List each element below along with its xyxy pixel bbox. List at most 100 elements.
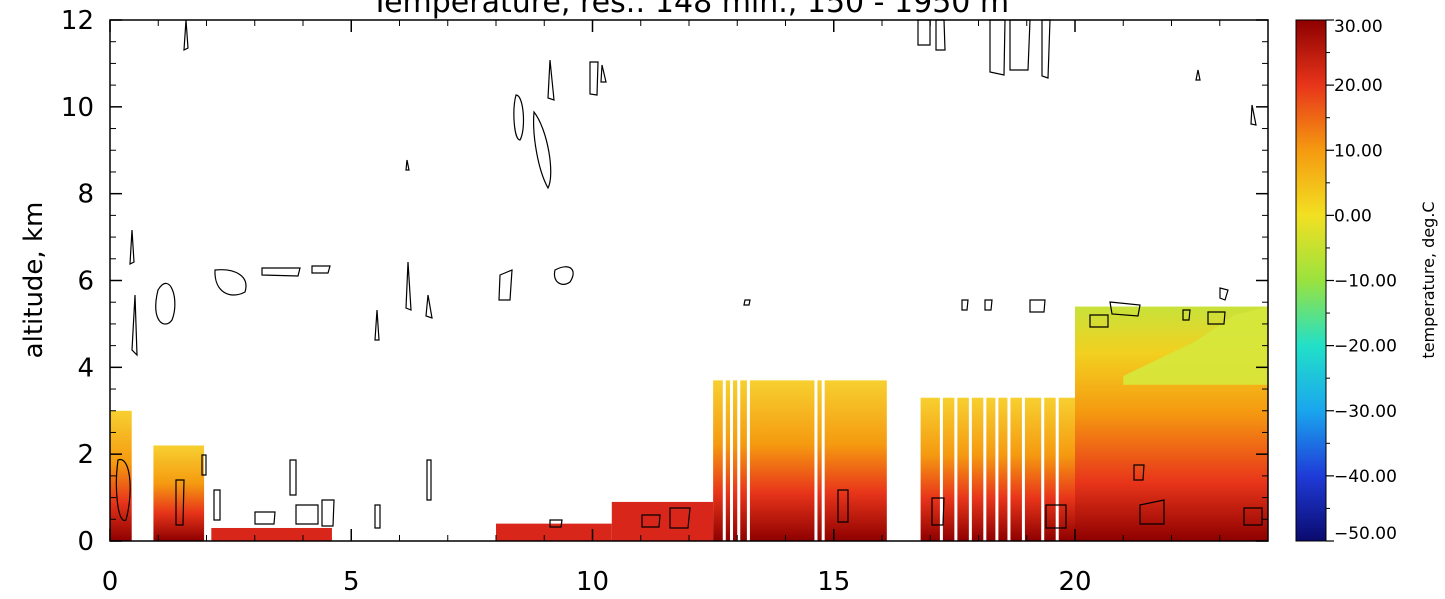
data-gap — [1021, 367, 1025, 541]
cloud-contour — [1009, 19, 1031, 71]
cloud-contours — [115, 19, 1263, 529]
cloud-contour — [155, 282, 176, 325]
cloud-contour — [498, 269, 513, 301]
heat-block — [713, 380, 887, 541]
y-tick-label: 10 — [61, 93, 94, 123]
cloud-contour — [931, 497, 945, 526]
y-tick-label: 0 — [77, 527, 94, 557]
cloud-contour — [1045, 504, 1067, 529]
cloud-contour — [989, 19, 1006, 76]
colorbar-title: temperature, deg.C — [1419, 201, 1438, 358]
cloud-contour — [213, 489, 221, 521]
data-gap — [896, 367, 900, 541]
y-axis-title: altitude, km — [19, 202, 49, 359]
cloud-contour — [600, 64, 607, 83]
cloud-contour — [425, 294, 433, 319]
cloud-contour — [1250, 104, 1257, 126]
data-gap — [722, 367, 726, 541]
colorbar-tick-label: 0.00 — [1334, 206, 1372, 226]
data-gap — [1055, 367, 1059, 541]
data-gap — [746, 367, 750, 541]
cool-layer — [1123, 306, 1268, 385]
colorbar-tick-label: −10.00 — [1334, 272, 1397, 292]
cloud-contour — [1041, 19, 1051, 79]
colorbar-tick-label: 20.00 — [1334, 76, 1383, 96]
cloud-contour — [214, 269, 247, 296]
data-gap — [939, 367, 943, 541]
data-gap — [730, 367, 734, 541]
x-tick-label: 5 — [343, 567, 360, 597]
heat-block — [611, 501, 714, 541]
cloud-contour — [321, 499, 335, 527]
temperature-heatmap — [110, 306, 1268, 541]
cloud-contour — [405, 261, 412, 311]
cloud-contour — [261, 267, 301, 277]
cloud-contour — [201, 454, 207, 476]
cloud-contour — [405, 159, 410, 171]
y-tick-label: 2 — [77, 440, 94, 470]
heat-block — [496, 523, 612, 541]
colorbar-tick-label: −20.00 — [1334, 337, 1397, 357]
y-tick-label: 6 — [77, 267, 94, 297]
cloud-contour — [1195, 69, 1201, 81]
cloud-contour — [1029, 299, 1046, 313]
cloud-contour — [254, 511, 276, 525]
heat-block — [211, 527, 332, 541]
x-tick-label: 0 — [102, 567, 119, 597]
cloud-contour — [1109, 301, 1141, 317]
cloud-contour — [129, 229, 135, 266]
cloud-contour — [131, 294, 138, 357]
cloud-contour — [175, 479, 185, 526]
cloud-contour — [669, 507, 691, 529]
data-gap — [995, 367, 999, 541]
data-gap — [954, 367, 958, 541]
cloud-contour — [533, 110, 552, 190]
data-gap — [821, 367, 825, 541]
colorbar-tick-label: 30.00 — [1334, 17, 1383, 37]
data-gap — [1041, 367, 1045, 541]
cloud-contour — [917, 19, 931, 46]
colorbar-ticks: 30.00 20.00 10.00 0.00 −10.00 −20.00 −30.00 −40… — [1326, 17, 1397, 544]
cloud-contour — [553, 266, 574, 285]
cloud-contour — [837, 489, 849, 523]
x-tick-label: 10 — [576, 567, 609, 597]
cloud-contour — [549, 519, 563, 528]
data-gap — [983, 367, 987, 541]
heat-block — [110, 410, 132, 541]
cloud-contour — [589, 61, 599, 96]
cloud-contour — [935, 19, 946, 51]
cloud-contour — [374, 504, 381, 529]
cloud-contour — [289, 459, 297, 496]
cloud-contour — [1207, 311, 1226, 325]
cloud-contour — [183, 19, 189, 52]
cloud-contour — [743, 299, 751, 306]
data-gap — [737, 367, 741, 541]
y-tick-label: 4 — [77, 353, 94, 383]
cloud-contour — [1182, 309, 1191, 321]
x-tick-label: 20 — [1058, 567, 1091, 597]
cloud-contour — [1219, 287, 1229, 301]
cloud-contour — [1139, 499, 1165, 525]
heat-block — [153, 445, 205, 541]
cloud-contour — [1243, 507, 1263, 526]
axes: 0 5 10 15 20 0 2 4 6 8 10 12 — [61, 6, 1268, 597]
colorbar-tick-label: −40.00 — [1334, 467, 1397, 487]
chart-title: Temperature, res.: 148 min., 150 - 1950 … — [370, 0, 1009, 20]
data-gap — [814, 367, 818, 541]
y-tick-label: 12 — [61, 6, 94, 36]
cloud-contour — [295, 504, 319, 525]
y-tick-label: 8 — [77, 180, 94, 210]
cloud-contour — [115, 459, 131, 521]
cloud-contour — [374, 309, 380, 341]
data-gap — [968, 367, 972, 541]
colorbar-tick-label: 10.00 — [1334, 141, 1383, 161]
cloud-contour — [513, 94, 525, 141]
cloud-contour — [961, 299, 969, 311]
cloud-contour — [984, 299, 993, 311]
colorbar-tick-label: −30.00 — [1334, 402, 1397, 422]
x-tick-label: 15 — [817, 567, 850, 597]
cloud-contour — [311, 265, 331, 274]
cloud-contour — [641, 514, 661, 528]
cloud-contour — [1089, 314, 1109, 328]
